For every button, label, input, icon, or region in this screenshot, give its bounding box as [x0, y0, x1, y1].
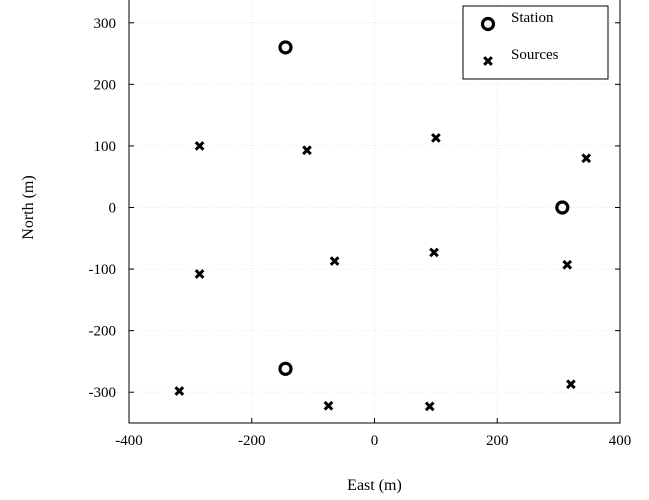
legend: Station Sources — [462, 5, 609, 80]
axis-ticks: -400 -200 0 200 400 300 200 100 0 -100 -200 -300 — [89, 16, 632, 449]
x-tick-label: 400 — [609, 433, 632, 449]
source-point — [424, 401, 435, 412]
source-point — [323, 400, 334, 411]
source-point — [302, 145, 312, 156]
x-tick-label: 0 — [371, 433, 379, 449]
y-tick-label: 200 — [94, 77, 117, 93]
source-point — [581, 153, 592, 164]
x-tick-label: 200 — [486, 433, 509, 449]
y-tick-label: -200 — [89, 324, 117, 340]
source-point — [562, 259, 573, 270]
source-point — [194, 141, 205, 151]
source-point — [174, 386, 185, 396]
data-marks — [174, 40, 592, 412]
grid-lines — [128, 0, 621, 423]
legend-label: Station — [511, 10, 554, 26]
legend-station-marker — [480, 16, 496, 32]
y-tick-label: -100 — [89, 262, 117, 278]
y-axis-label: North (m) — [20, 175, 37, 239]
legend-sources-marker — [483, 56, 493, 66]
station-point — [555, 200, 570, 215]
y-tick-label: 300 — [94, 16, 117, 32]
y-tick-label: -300 — [89, 385, 117, 401]
source-point — [566, 379, 576, 390]
station-point — [278, 361, 293, 376]
x-axis-label: East (m) — [347, 477, 402, 494]
x-tick-label: -200 — [238, 433, 266, 449]
source-point — [329, 256, 340, 266]
source-point — [431, 133, 441, 143]
legend-label: Sources — [511, 47, 559, 63]
source-point — [429, 247, 439, 258]
y-tick-label: 100 — [94, 139, 117, 155]
station-point — [278, 40, 293, 55]
y-tick-label: 0 — [109, 201, 117, 217]
x-tick-label: -400 — [115, 433, 143, 449]
source-point — [194, 269, 205, 279]
